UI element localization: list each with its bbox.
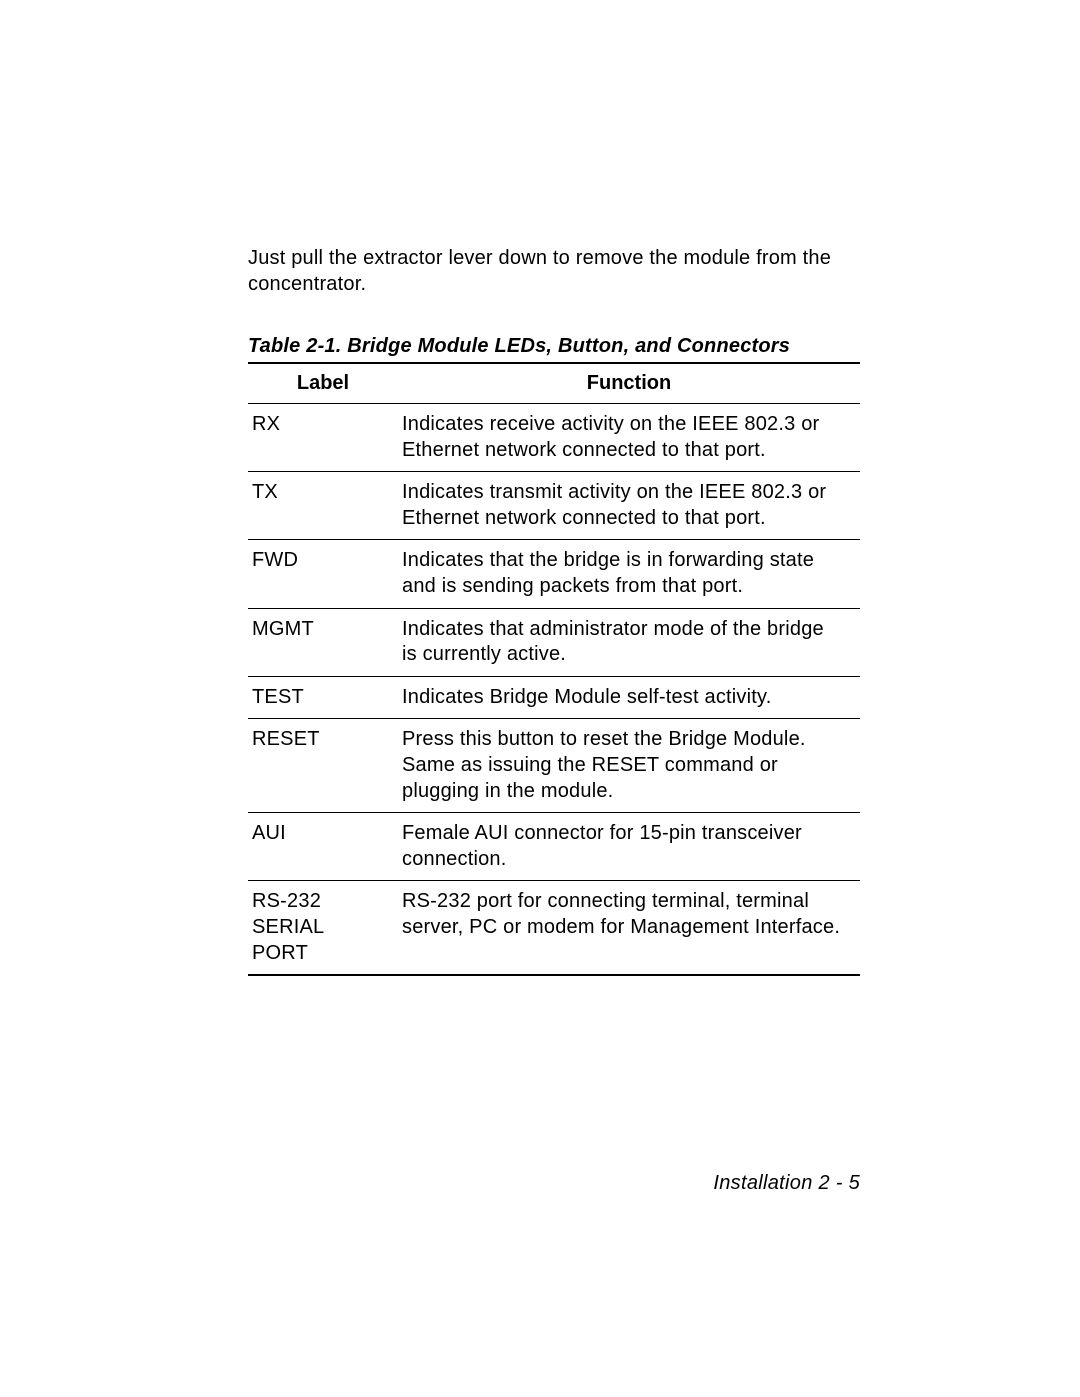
cell-function: Indicates receive activity on the IEEE 8… xyxy=(398,404,860,472)
table-row: RX Indicates receive activity on the IEE… xyxy=(248,404,860,472)
cell-function: RS-232 port for connecting terminal, ter… xyxy=(398,881,860,975)
cell-label: MGMT xyxy=(248,608,398,676)
cell-function: Press this button to reset the Bridge Mo… xyxy=(398,719,860,813)
cell-label: FWD xyxy=(248,540,398,608)
table-row: MGMT Indicates that administrator mode o… xyxy=(248,608,860,676)
cell-label: RS-232 SERIAL PORT xyxy=(248,881,398,975)
col-header-function: Function xyxy=(398,363,860,404)
cell-function: Indicates that administrator mode of the… xyxy=(398,608,860,676)
table-row: RS-232 SERIAL PORT RS-232 port for conne… xyxy=(248,881,860,975)
page-footer: Installation 2 - 5 xyxy=(713,1172,860,1195)
cell-label: TX xyxy=(248,472,398,540)
cell-label: AUI xyxy=(248,813,398,881)
cell-label: TEST xyxy=(248,676,398,719)
cell-function: Indicates transmit activity on the IEEE … xyxy=(398,472,860,540)
table-row: RESET Press this button to reset the Bri… xyxy=(248,719,860,813)
table-caption: Table 2-1. Bridge Module LEDs, Button, a… xyxy=(248,335,860,358)
cell-label: RX xyxy=(248,404,398,472)
cell-function: Indicates Bridge Module self-test activi… xyxy=(398,676,860,719)
table-row: AUI Female AUI connector for 15-pin tran… xyxy=(248,813,860,881)
intro-paragraph: Just pull the extractor lever down to re… xyxy=(248,245,860,297)
col-header-label: Label xyxy=(248,363,398,404)
table-header-row: Label Function xyxy=(248,363,860,404)
cell-function: Indicates that the bridge is in forwardi… xyxy=(398,540,860,608)
table-row: TEST Indicates Bridge Module self-test a… xyxy=(248,676,860,719)
cell-label: RESET xyxy=(248,719,398,813)
table-row: FWD Indicates that the bridge is in forw… xyxy=(248,540,860,608)
cell-function: Female AUI connector for 15-pin transcei… xyxy=(398,813,860,881)
led-table: Label Function RX Indicates receive acti… xyxy=(248,362,860,976)
table-row: TX Indicates transmit activity on the IE… xyxy=(248,472,860,540)
page: Just pull the extractor lever down to re… xyxy=(0,0,1080,1397)
